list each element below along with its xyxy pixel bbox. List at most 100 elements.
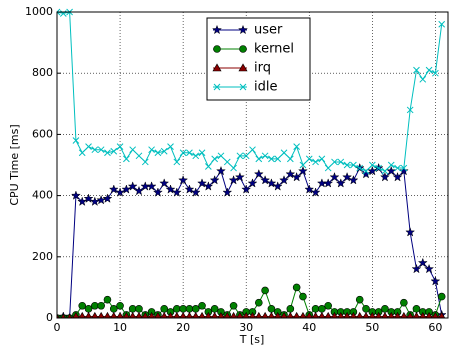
marker	[330, 311, 338, 318]
marker	[417, 257, 428, 268]
marker	[261, 286, 269, 295]
x-axis-label: T [s]	[239, 333, 265, 346]
marker	[77, 196, 88, 207]
marker	[212, 63, 222, 72]
marker	[96, 194, 107, 205]
marker	[335, 178, 346, 188]
marker	[356, 311, 364, 318]
marker	[431, 311, 439, 318]
marker	[229, 301, 238, 310]
marker	[173, 158, 181, 166]
marker	[128, 305, 137, 313]
marker	[213, 45, 221, 53]
marker	[186, 149, 193, 157]
marker	[274, 155, 282, 163]
marker	[329, 171, 340, 182]
marker	[266, 178, 277, 188]
marker	[286, 311, 294, 318]
plot-frame	[56, 11, 449, 319]
marker	[386, 165, 397, 176]
marker	[223, 158, 231, 166]
marker	[392, 171, 403, 182]
marker	[255, 155, 263, 163]
marker	[430, 276, 441, 286]
marker	[425, 311, 433, 318]
marker	[432, 69, 439, 77]
marker	[342, 171, 353, 182]
marker	[230, 311, 238, 318]
marker	[411, 263, 422, 274]
marker	[438, 20, 446, 28]
marker	[362, 311, 370, 318]
marker	[110, 311, 118, 318]
marker	[260, 175, 271, 185]
marker	[78, 311, 86, 318]
marker	[239, 83, 247, 91]
marker	[312, 158, 319, 166]
marker	[285, 168, 296, 179]
marker	[104, 149, 111, 157]
marker	[310, 187, 321, 197]
marker	[167, 143, 174, 150]
marker	[331, 158, 338, 166]
marker	[255, 298, 263, 307]
legend-label: idle	[254, 80, 277, 95]
marker	[179, 149, 187, 157]
marker	[356, 164, 364, 172]
marker	[406, 311, 414, 318]
marker	[91, 301, 99, 310]
marker	[387, 311, 395, 318]
marker	[70, 190, 81, 200]
marker	[97, 311, 105, 318]
marker	[97, 146, 105, 154]
marker	[108, 184, 119, 194]
marker	[239, 45, 247, 53]
marker	[160, 311, 168, 318]
marker	[362, 305, 370, 313]
marker	[91, 311, 99, 318]
marker	[412, 305, 421, 313]
marker	[213, 83, 221, 91]
marker	[135, 311, 143, 318]
marker	[110, 147, 118, 155]
marker	[84, 305, 93, 313]
marker	[154, 311, 162, 318]
marker	[261, 311, 269, 318]
marker	[299, 311, 307, 318]
marker	[160, 305, 169, 313]
marker	[279, 175, 290, 185]
marker	[405, 227, 416, 237]
marker	[209, 175, 220, 185]
marker	[368, 311, 376, 318]
marker	[203, 181, 214, 191]
marker	[83, 193, 94, 203]
marker	[381, 167, 389, 175]
marker	[362, 167, 370, 175]
marker	[324, 301, 332, 310]
y-tick-label: 1000	[25, 5, 53, 18]
marker	[337, 158, 345, 166]
x-tick-label: 0	[54, 321, 61, 334]
marker	[438, 311, 446, 318]
marker	[280, 311, 288, 318]
marker	[268, 155, 275, 163]
x-tick-label: 10	[113, 321, 127, 334]
marker	[318, 155, 326, 163]
marker	[241, 184, 252, 194]
marker	[323, 178, 334, 188]
marker	[72, 311, 80, 318]
legend-box	[206, 17, 311, 101]
x-tick-label: 20	[176, 321, 190, 334]
marker	[261, 152, 269, 160]
marker	[297, 165, 308, 176]
marker	[223, 311, 231, 318]
marker	[222, 187, 233, 197]
marker	[167, 311, 175, 318]
marker	[381, 311, 389, 318]
marker	[255, 311, 263, 318]
x-tick-label: 60	[428, 321, 442, 334]
marker	[109, 305, 118, 313]
marker	[367, 165, 378, 176]
marker	[348, 175, 359, 185]
marker	[398, 165, 409, 176]
